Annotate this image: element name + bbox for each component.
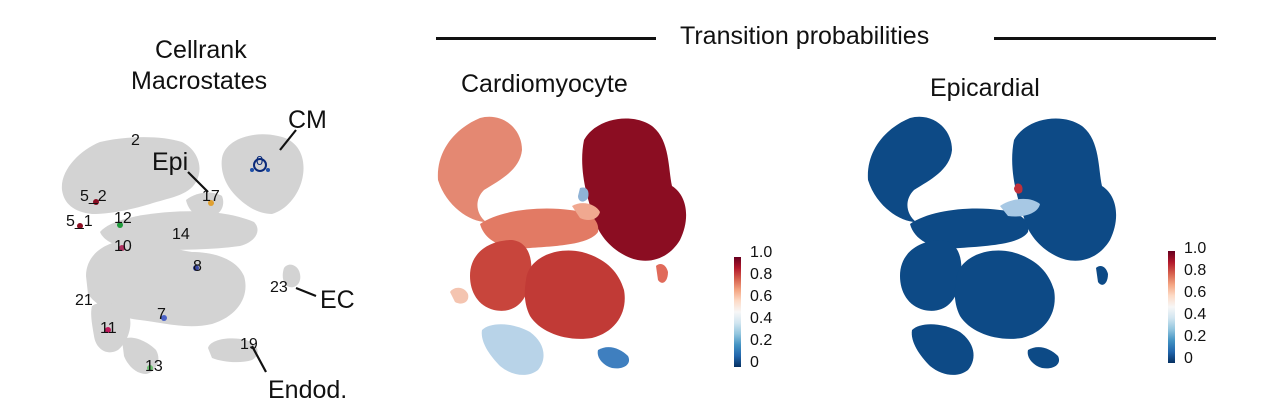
annotation-endod: Endod. — [268, 376, 348, 404]
colorbar-tick-0.8: 0.8 — [1184, 262, 1207, 279]
cluster-label-14: 14 — [172, 226, 190, 243]
cluster-label-17: 17 — [202, 188, 220, 205]
cluster-label-7: 7 — [157, 306, 166, 323]
header-rule-right — [994, 37, 1216, 40]
cluster-label-11: 11 — [100, 320, 117, 337]
colorbar-tick-0.6: 0.6 — [1184, 284, 1207, 301]
cluster-label-12: 12 — [114, 210, 132, 227]
annotation-ec: EC — [320, 286, 355, 314]
cardiomyocyte-title: Cardiomyocyte — [461, 70, 628, 98]
cluster-label-0: 0 — [256, 153, 264, 168]
cluster-label-2: 2 — [131, 132, 140, 149]
colorbar-tick-1: 1.0 — [750, 244, 773, 261]
colorbar-gradient — [1168, 251, 1175, 363]
colorbar-tick-0: 0 — [1184, 350, 1193, 367]
cluster-label-10: 10 — [114, 238, 132, 255]
epicardial-title: Epicardial — [930, 74, 1040, 102]
colorbar-tick-0.4: 0.4 — [1184, 306, 1207, 323]
left-title-line2: Macrostates — [131, 67, 268, 95]
colorbar-tick-1: 1.0 — [1184, 240, 1207, 257]
header-title: Transition probabilities — [680, 22, 930, 50]
colorbar-tick-0.8: 0.8 — [750, 266, 773, 283]
cluster-label-5_1: 5_1 — [66, 213, 93, 230]
cluster-label-21: 21 — [75, 292, 93, 309]
annotation-cm: CM — [288, 106, 327, 134]
cluster-label-5_2: 5_2 — [80, 188, 107, 205]
annotation-epi: Epi — [152, 148, 189, 176]
umap-macrostates — [61, 129, 317, 374]
colorbar-tick-0.2: 0.2 — [750, 332, 773, 349]
colorbar-gradient — [734, 257, 741, 367]
cluster-label-19: 19 — [240, 336, 258, 353]
cluster-label-13: 13 — [145, 358, 163, 375]
colorbar-tick-0: 0 — [750, 354, 759, 371]
colorbar-tick-0.4: 0.4 — [750, 310, 773, 327]
colorbar-tick-0.6: 0.6 — [750, 288, 773, 305]
left-title-line1: Cellrank — [155, 36, 247, 64]
cluster-label-23: 23 — [270, 279, 288, 296]
colorbar-tick-0.2: 0.2 — [1184, 328, 1207, 345]
cluster-label-8: 8 — [193, 258, 202, 275]
header-rule-left — [436, 37, 656, 40]
